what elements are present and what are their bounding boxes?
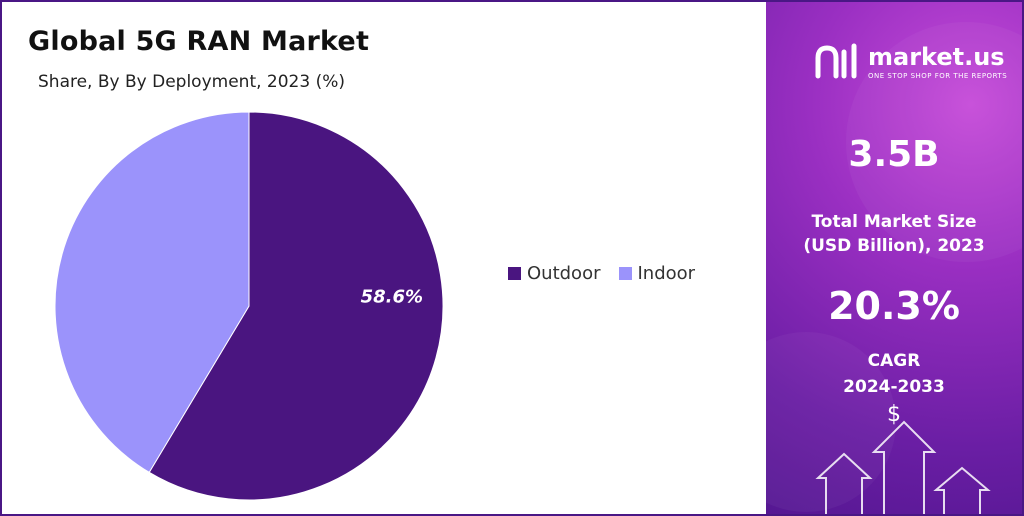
pie-slice-indoor — [54, 111, 250, 474]
stats-sidebar: market.us ONE STOP SHOP FOR THE REPORTS … — [766, 2, 1022, 514]
pie-chart: 58.6% — [54, 111, 444, 501]
brand-name: market.us — [868, 42, 1005, 71]
legend-item-outdoor: Outdoor — [508, 263, 601, 284]
pie-label-outdoor: 58.6% — [361, 286, 423, 307]
chart-panel: Global 5G RAN Market Share, By By Deploy… — [2, 2, 764, 514]
decorative-arrows — [766, 22, 1022, 514]
market-size-value: 3.5B — [848, 134, 940, 175]
legend-label-indoor: Indoor — [637, 263, 696, 284]
dollar-icon: $ — [887, 402, 901, 427]
legend-label-outdoor: Outdoor — [527, 263, 601, 284]
market-size-label-line1: Total Market Size — [811, 212, 977, 232]
chart-title: Global 5G RAN Market — [28, 26, 370, 57]
legend-swatch-outdoor — [508, 267, 521, 280]
cagr-label-line1: CAGR — [867, 351, 921, 371]
cagr-label-line2: 2024-2033 — [843, 377, 945, 397]
pie-slice-outdoor — [148, 111, 444, 501]
arrow-up-icon — [933, 466, 991, 514]
arrow-up-icon — [815, 452, 873, 514]
legend-item-indoor: Indoor — [618, 263, 696, 284]
legend-swatch-indoor — [618, 267, 632, 280]
chart-subtitle: Share, By By Deployment, 2023 (%) — [38, 72, 345, 92]
market-us-logo-icon — [815, 43, 857, 79]
cagr-value: 20.3% — [828, 284, 960, 328]
brand: market.us ONE STOP SHOP FOR THE REPORTS — [814, 42, 1007, 82]
cagr-label: CAGR 2024-2033 — [766, 348, 1022, 400]
arrow-up-icon — [871, 420, 937, 514]
market-size-label-line2: (USD Billion), 2023 — [803, 236, 985, 256]
brand-tagline: ONE STOP SHOP FOR THE REPORTS — [868, 71, 1008, 80]
market-size-label: Total Market Size (USD Billion), 2023 — [766, 210, 1022, 258]
chart-legend: Outdoor Indoor — [508, 263, 713, 284]
